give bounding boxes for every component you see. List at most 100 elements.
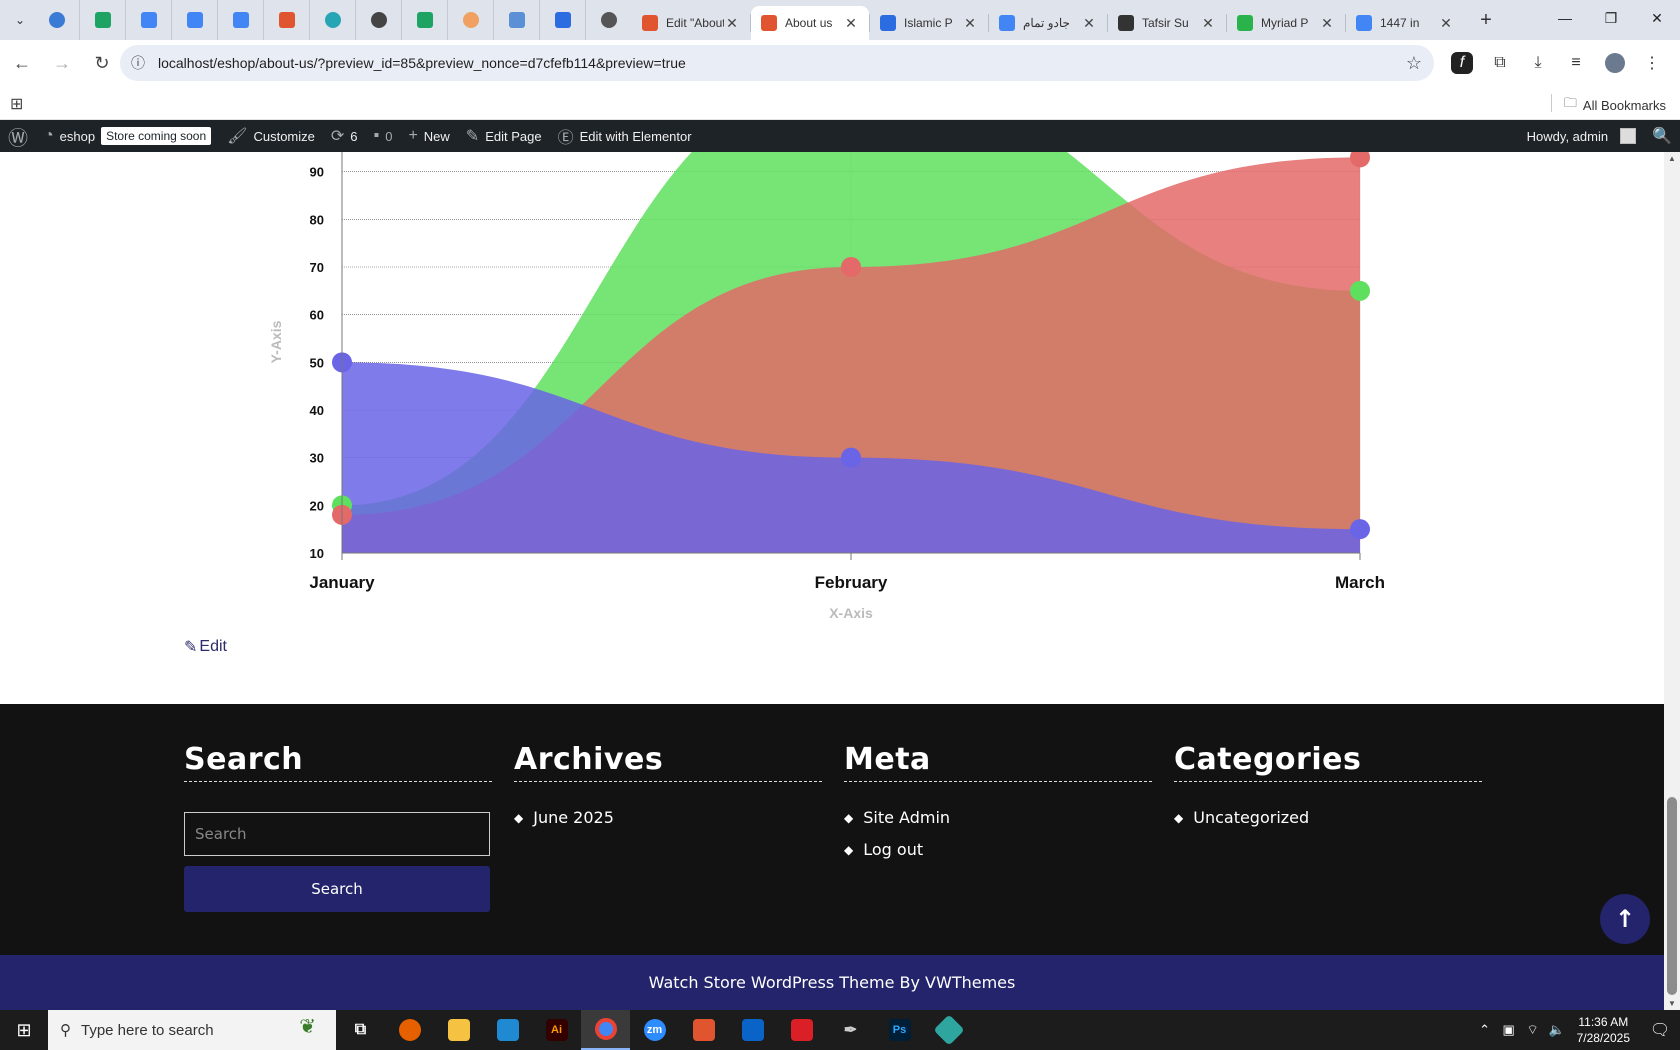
minimize-icon[interactable]: —	[1558, 10, 1572, 26]
list-item[interactable]: ◆ June 2025	[514, 808, 822, 827]
vscode-icon[interactable]	[483, 1010, 532, 1050]
edit-label: Edit	[199, 638, 227, 655]
close-tab-icon[interactable]: ✕	[1440, 14, 1452, 31]
new-tab-button[interactable]: +	[1480, 8, 1492, 31]
pinned-tab[interactable]	[80, 0, 126, 40]
apps-grid-icon[interactable]: ⊞	[10, 96, 24, 113]
wifi-icon[interactable]: ⌔	[1526, 1022, 1539, 1037]
list-item[interactable]: ◆ Log out	[844, 840, 1152, 859]
forward-icon[interactable]: →	[53, 52, 71, 73]
taskbar-search[interactable]: ⚲ Type here to search ❦	[48, 1010, 336, 1050]
pen-tool-icon[interactable]: ✒	[843, 1022, 858, 1039]
browser-tab[interactable]: Edit "About Us"✕	[632, 6, 750, 40]
pinned-tab[interactable]	[540, 0, 586, 40]
scroll-to-top-button[interactable]: ↑	[1600, 894, 1650, 944]
url-text[interactable]: localhost/eshop/about-us/?preview_id=85&…	[158, 55, 686, 71]
updates-link[interactable]: ⟳ 6	[323, 120, 366, 152]
clock[interactable]: 11:36 AM 7/28/2025	[1577, 1014, 1630, 1046]
outlook-icon[interactable]	[728, 1010, 777, 1050]
creative-cloud-icon[interactable]	[777, 1010, 826, 1050]
plant-icon: ❦	[299, 1016, 316, 1038]
menu-kebab-icon[interactable]: ⋮	[1644, 55, 1660, 72]
xampp-icon[interactable]	[679, 1010, 728, 1050]
list-item-label: Uncategorized	[1193, 808, 1310, 827]
new-content-link[interactable]: + New	[400, 120, 457, 152]
task-view-icon[interactable]: ⧉	[354, 1021, 367, 1038]
illustrator-icon[interactable]: Ai	[532, 1010, 581, 1050]
close-window-icon[interactable]: ✕	[1651, 9, 1663, 26]
scroll-down-icon[interactable]: ▼	[1668, 999, 1676, 1008]
zoom-icon[interactable]: zm	[630, 1010, 679, 1050]
page-scrollbar[interactable]: ▲ ▼	[1664, 152, 1680, 1010]
browser-tab[interactable]: جادو تمام ✕	[989, 6, 1107, 40]
admin-bar-right: Howdy, admin 🔍	[1519, 120, 1680, 152]
firefox-icon[interactable]	[385, 1010, 434, 1050]
copyright-text[interactable]: Watch Store WordPress Theme By VWThemes	[648, 973, 1016, 992]
tab-search-button[interactable]: ⌄	[14, 13, 26, 27]
elementor-link[interactable]: Ⓔ Edit with Elementor	[550, 120, 700, 152]
browser-tab[interactable]: Tafsir Su ✕	[1108, 6, 1226, 40]
address-bar[interactable]: ⓘ localhost/eshop/about-us/?preview_id=8…	[120, 45, 1434, 81]
pinned-tab[interactable]	[494, 0, 540, 40]
back-icon[interactable]: ←	[13, 52, 31, 73]
photoshop-icon[interactable]: Ps	[875, 1010, 924, 1050]
browser-tab[interactable]: Myriad P ✕	[1227, 6, 1345, 40]
area-chart: 10 20 30 40 50 60 70 80 90 January February March X-…	[0, 152, 1664, 632]
restore-icon[interactable]: ❐	[1604, 9, 1618, 26]
app-icon[interactable]	[924, 1010, 973, 1050]
close-tab-icon[interactable]: ✕	[726, 14, 738, 31]
site-info-icon[interactable]: ⓘ	[131, 55, 145, 71]
y-tick-label: 20	[310, 498, 324, 513]
pinned-tab[interactable]	[586, 0, 632, 40]
pinned-tab[interactable]	[310, 0, 356, 40]
site-name[interactable]: ◔ eshop Store coming soon	[36, 120, 219, 152]
browser-tab[interactable]: About us ✕	[751, 6, 869, 40]
forms-icon	[554, 12, 571, 28]
media-control-icon[interactable]: ≡	[1571, 54, 1581, 71]
chevron-up-icon[interactable]: ⌃	[1479, 1022, 1491, 1037]
pinned-tab[interactable]	[264, 0, 310, 40]
pinned-tab[interactable]	[356, 0, 402, 40]
pinned-tab[interactable]	[448, 0, 494, 40]
list-item[interactable]: ◆ Site Admin	[844, 808, 1152, 827]
volume-icon[interactable]: 🔈	[1548, 1022, 1565, 1037]
extension-icon[interactable]: f	[1451, 52, 1473, 74]
windows-start-icon[interactable]: ⊞	[16, 1019, 32, 1040]
pinned-tab[interactable]	[218, 0, 264, 40]
edit-page-link[interactable]: ✎ Edit Page	[458, 120, 550, 152]
pinned-tab[interactable]	[402, 0, 448, 40]
file-explorer-icon[interactable]	[434, 1010, 483, 1050]
notifications-icon[interactable]: 🗨	[1649, 1022, 1671, 1039]
close-tab-icon[interactable]: ✕	[1321, 14, 1333, 31]
customize-link[interactable]: 🖌 Customize	[219, 120, 323, 152]
my-account[interactable]: Howdy, admin	[1519, 120, 1644, 152]
chrome-icon[interactable]	[581, 1010, 630, 1050]
footer-search-input[interactable]: Search	[184, 812, 490, 856]
network-icon[interactable]: ▣	[1502, 1022, 1515, 1037]
close-tab-icon[interactable]: ✕	[1202, 14, 1214, 31]
comments-link[interactable]: ▪ 0	[366, 120, 401, 152]
list-item[interactable]: ◆ Uncategorized	[1174, 808, 1482, 827]
close-tab-icon[interactable]: ✕	[964, 14, 976, 31]
wp-logo[interactable]: Ⓦ	[0, 120, 36, 152]
browser-tab[interactable]: Islamic P ✕	[870, 6, 988, 40]
close-tab-icon[interactable]: ✕	[845, 14, 857, 31]
extensions-puzzle-icon[interactable]: ⧉	[1494, 54, 1506, 71]
reload-icon[interactable]: ↻	[94, 52, 110, 73]
bookmark-star-icon[interactable]: ☆	[1405, 52, 1422, 73]
scrollbar-thumb[interactable]	[1667, 797, 1677, 995]
pinned-tab[interactable]	[172, 0, 218, 40]
profile-avatar[interactable]	[1596, 45, 1632, 81]
data-point	[1350, 519, 1370, 540]
openai-icon	[370, 12, 387, 28]
footer-search-button[interactable]: Search	[184, 866, 490, 912]
close-tab-icon[interactable]: ✕	[1083, 14, 1095, 31]
edit-post-link[interactable]: ✎ Edit	[184, 637, 227, 657]
download-icon[interactable]: ⤓	[1534, 54, 1542, 71]
pinned-tab[interactable]	[34, 0, 80, 40]
admin-search[interactable]: 🔍	[1644, 120, 1680, 152]
all-bookmarks[interactable]: 🗀 All Bookmarks	[1564, 94, 1666, 116]
scroll-up-icon[interactable]: ▲	[1668, 154, 1676, 163]
browser-tab[interactable]: 1447 in ✕	[1346, 6, 1464, 40]
pinned-tab[interactable]	[126, 0, 172, 40]
